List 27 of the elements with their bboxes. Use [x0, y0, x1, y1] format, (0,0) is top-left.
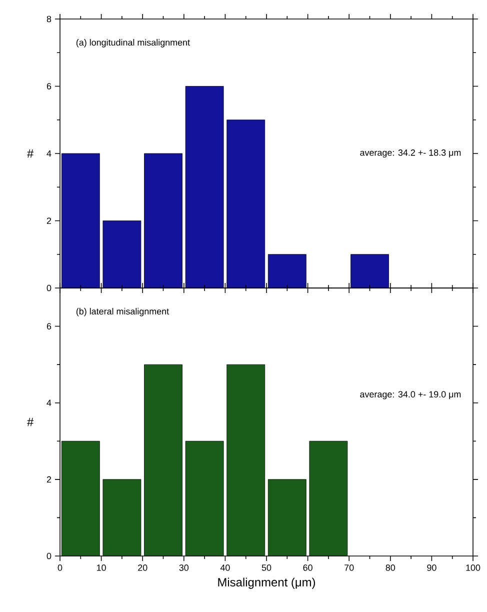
- x-tick-label: 0: [58, 564, 62, 571]
- y-tick-label: 6: [46, 323, 52, 330]
- annotation: (a) longitudinal misalignment: [76, 39, 190, 48]
- x-tick-label: 30: [179, 564, 189, 571]
- y-tick-label: 2: [46, 218, 52, 224]
- x-tick-label: 60: [303, 564, 312, 571]
- x-tick-label: 90: [427, 564, 436, 571]
- x-tick-label: 70: [344, 564, 354, 571]
- y-tick-label: 4: [46, 400, 52, 406]
- x-tick-label: 20: [138, 564, 148, 571]
- annotation: average: 34.2 +- 18.3 μm: [360, 149, 461, 158]
- y-tick-label: 6: [46, 83, 52, 90]
- annotation: average: 34.0 +- 19.0 μm: [360, 391, 461, 400]
- y-axis-title: #: [27, 149, 34, 158]
- y-tick-label: 0: [46, 284, 52, 292]
- y-tick-label: 0: [46, 552, 52, 560]
- x-tick-label: 40: [220, 564, 230, 571]
- x-axis-title: Misalignment (μm): [218, 578, 316, 589]
- x-tick-label: 100: [466, 564, 480, 571]
- x-tick-label: 50: [262, 564, 272, 571]
- y-tick-label: 2: [46, 476, 52, 483]
- annotation: (b) lateral misalignment: [76, 308, 169, 316]
- x-tick-label: 10: [97, 564, 106, 571]
- y-tick-label: 8: [46, 16, 52, 22]
- y-axis-title: #: [27, 418, 34, 426]
- y-tick-label: 4: [46, 150, 52, 157]
- x-tick-label: 80: [386, 564, 396, 571]
